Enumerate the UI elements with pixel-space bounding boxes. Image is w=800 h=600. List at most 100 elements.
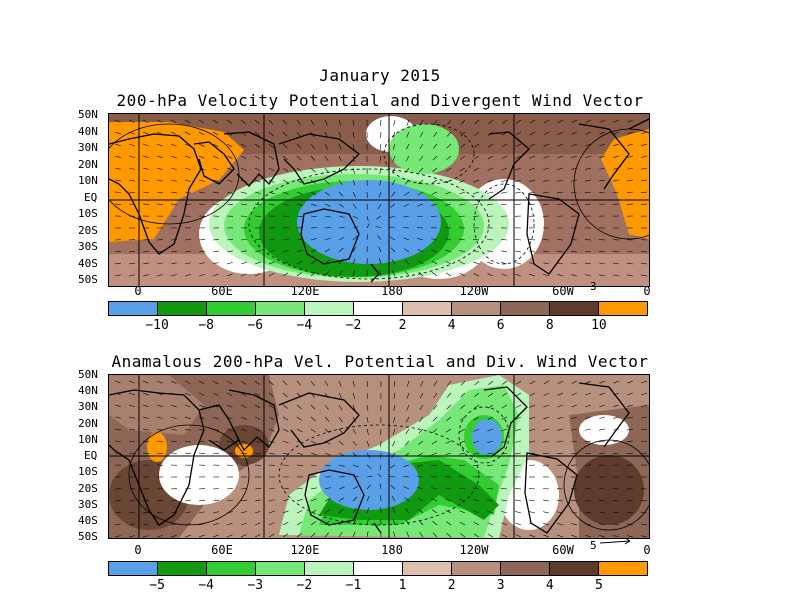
wind-vector [282,487,289,490]
wind-vector [627,535,634,538]
wind-vector [487,191,494,194]
wind-vector [515,452,522,455]
wind-vector [184,179,191,182]
wind-vector [310,521,316,526]
wind-vector [613,179,620,182]
wind-vector [599,535,606,538]
wind-vector [268,119,274,125]
wind-vector [403,215,410,218]
wind-vector [487,167,494,171]
wind-vector [431,191,438,195]
wind-vector [613,523,620,526]
wind-vector [445,215,452,217]
wind-vector [114,440,121,443]
wind-vector [268,131,274,137]
wind-vector [366,484,371,490]
wind-vector [501,191,508,194]
wind-vector [324,131,328,138]
wind-vector [379,167,382,174]
colorbar-label: 4 [545,578,554,593]
wind-vector [445,440,452,444]
wind-vector [557,274,564,277]
wind-vector [338,486,345,490]
wind-vector [473,464,480,466]
wind-vector [459,272,466,277]
wind-vector [352,167,355,174]
colorbar-label: 2 [398,318,407,333]
wind-vector [128,143,135,147]
wind-vector [226,416,233,420]
wind-vector [310,380,315,386]
wind-vector [114,131,121,135]
wind-vector [599,500,606,502]
wind-vector [487,487,494,490]
wind-vector [268,143,274,148]
wind-vector [128,191,135,194]
lat-label: 50S [78,530,98,543]
wind-vector [418,260,424,265]
wind-vector [404,496,410,502]
wind-vector [445,464,452,467]
wind-vector [352,226,359,229]
wind-vector [226,392,233,397]
wind-vector [627,380,634,384]
wind-vector [557,380,564,384]
wind-vector [268,464,275,466]
wind-vector [310,143,315,149]
wind-vector [515,416,522,420]
wind-vector [515,273,522,277]
wind-vector [268,250,275,253]
wind-vector [184,167,191,171]
wind-vector [268,487,275,490]
wind-vector [571,404,578,408]
wind-vector [418,440,424,445]
wind-vector [114,251,121,253]
wind-vector [571,534,578,538]
wind-vector [543,380,550,385]
wind-vector [128,155,135,158]
wind-vector [240,416,247,420]
wind-vector [473,261,480,265]
wind-vector [352,258,356,265]
wind-vector [515,239,522,241]
wind-vector [310,404,316,410]
wind-vector [128,274,135,277]
wind-vector [393,392,396,399]
wind-vector [529,380,536,385]
wind-vector [543,239,550,241]
wind-vector [240,488,247,490]
colorbar-label: 3 [496,578,505,593]
wind-vector [641,179,648,182]
wind-vector [627,143,634,147]
wind-vector [114,416,121,419]
wind-vector [473,440,480,444]
wind-vector [324,487,331,490]
wind-vector [379,270,382,277]
wind-vector [571,452,578,454]
wind-vector [459,428,466,433]
wind-vector [170,131,177,135]
wind-vector [352,155,355,162]
colorbar-label: −1 [345,578,362,593]
wind-vector [557,404,564,408]
wind-vector [515,203,522,206]
wind-vector [268,272,275,277]
colorbar-label: −3 [247,578,264,593]
wind-vector [599,191,606,194]
wind-vector [557,119,564,124]
wind-vector [379,258,382,265]
wind-vector [296,464,303,467]
wind-vector [446,131,452,137]
wind-vector [170,380,177,384]
wind-vector [571,250,578,253]
wind-vector [557,452,564,455]
wind-vector [529,203,536,206]
wind-vector [529,167,536,171]
panel2-title: Anamalous 200-hPa Vel. Potential and Div… [111,352,649,371]
wind-vector [585,392,592,396]
wind-vector [198,511,205,514]
colorbar-swatch [207,562,256,575]
wind-vector [170,203,177,205]
wind-vector [156,452,163,454]
wind-vector [557,262,564,265]
